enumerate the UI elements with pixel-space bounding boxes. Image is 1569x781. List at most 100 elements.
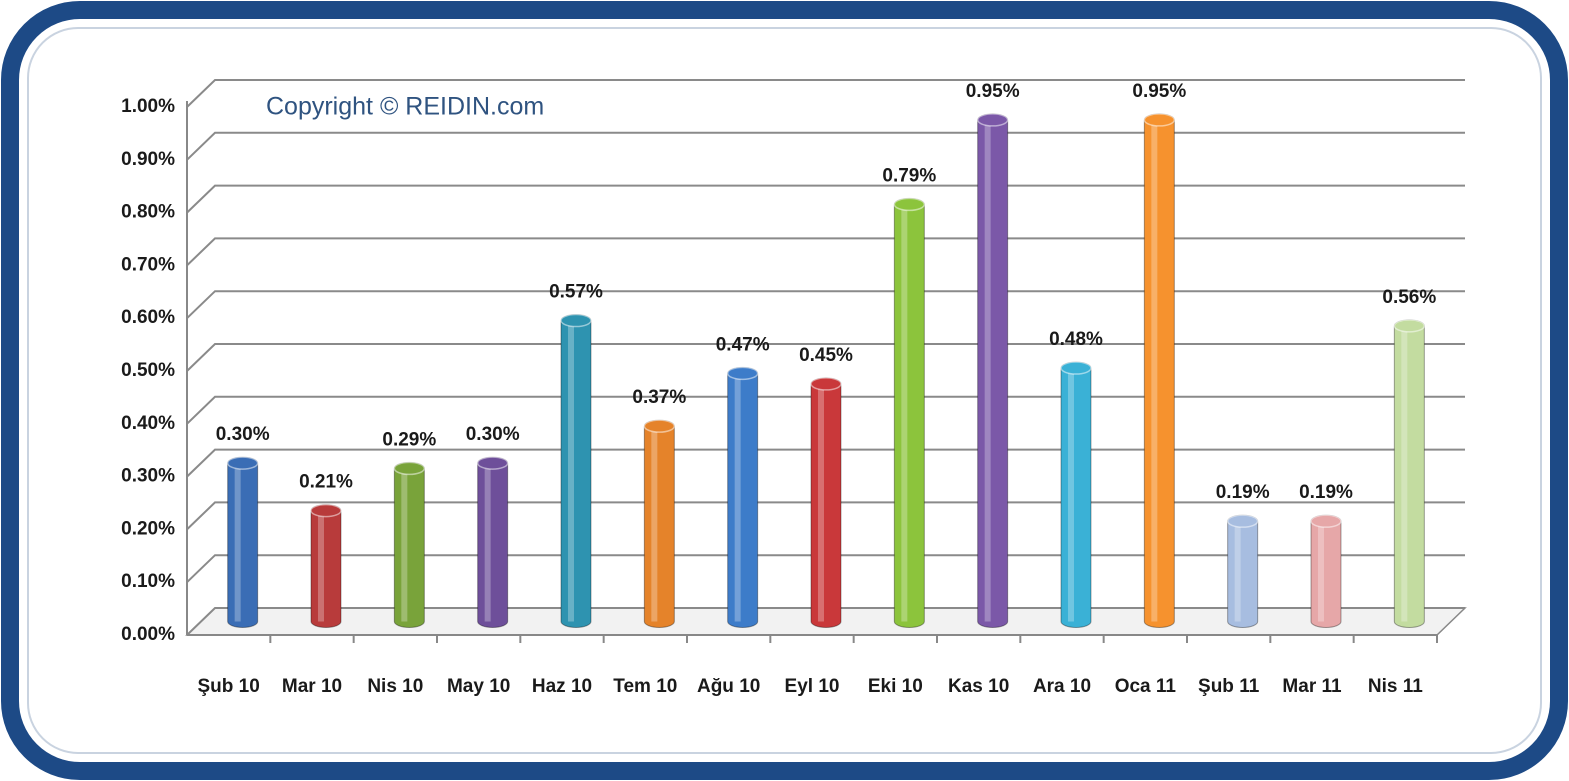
value-label: 0.30% [466, 424, 520, 445]
value-label: 0.19% [1299, 482, 1353, 503]
bar-highlight [1234, 521, 1241, 622]
bar-top [1060, 361, 1092, 375]
bar [1227, 514, 1259, 628]
value-label: 0.48% [1049, 329, 1103, 350]
bar-highlight [1401, 325, 1408, 622]
bar-highlight [234, 463, 241, 622]
y-tick-label: 0.30% [121, 466, 175, 487]
value-label: 0.37% [632, 387, 686, 408]
grid-line [186, 395, 1465, 425]
bar-top [560, 313, 592, 328]
bar [1143, 113, 1175, 628]
annotation-bg [238, 86, 590, 128]
x-tick-label: Oca 11 [1115, 676, 1177, 697]
bar-highlight [1318, 521, 1324, 622]
annotation: Copyright © REIDIN.com [266, 93, 544, 121]
bar-top [643, 419, 676, 433]
grid-line [186, 343, 1465, 372]
grid-line [186, 554, 1465, 583]
value-label: 0.57% [549, 282, 603, 303]
x-tick-label: Nis 10 [367, 676, 423, 697]
bar [643, 419, 675, 628]
x-tick-label: Mar 11 [1282, 676, 1342, 697]
bar-highlight [401, 468, 408, 622]
bar-highlight [901, 204, 908, 622]
grid-line [186, 237, 1465, 267]
x-tick-label: Kas 10 [948, 676, 1009, 697]
y-tick-label: 0.10% [121, 571, 175, 592]
y-tick-label: 0.80% [121, 202, 175, 223]
value-label: 0.19% [1216, 482, 1270, 503]
x-tick-label: Ağu 10 [697, 676, 760, 697]
bar [1393, 319, 1425, 628]
bar-top [1226, 514, 1259, 528]
y-tick-label: 0.60% [121, 307, 175, 328]
y-tick-label: 0.20% [121, 518, 175, 539]
bar [1060, 361, 1092, 628]
bar [477, 456, 509, 628]
x-tick-label: Şub 11 [1198, 676, 1260, 697]
x-tick-label: Şub 10 [198, 676, 260, 697]
grid-line [186, 184, 1465, 214]
bar-highlight [484, 463, 491, 622]
bar-top [393, 461, 426, 476]
value-label: 0.47% [716, 334, 770, 355]
bar-top [1143, 113, 1176, 127]
bar [227, 456, 259, 628]
x-tick-label: Mar 10 [282, 676, 342, 697]
bar-top [893, 197, 926, 212]
value-label: 0.95% [966, 81, 1020, 102]
bar [810, 377, 842, 628]
y-tick-label: 0.90% [121, 149, 175, 170]
bar-top [310, 503, 342, 518]
bar-top [226, 456, 259, 470]
grid-line [186, 290, 1465, 319]
x-tick-label: Eki 10 [868, 676, 923, 697]
value-label: 0.95% [1132, 81, 1186, 102]
y-tick-label: 0.70% [121, 254, 175, 275]
y-tick-label: 0.00% [121, 624, 175, 645]
bar [727, 366, 759, 628]
x-tick-label: Ara 10 [1033, 676, 1091, 697]
value-label: 0.45% [799, 345, 853, 366]
bar-top [726, 366, 759, 381]
y-tick-label: 0.50% [121, 360, 175, 381]
value-label: 0.21% [299, 472, 353, 493]
bar-highlight [818, 383, 824, 622]
bar-top [976, 113, 1009, 127]
inner-frame [27, 27, 1542, 754]
grid-line [186, 131, 1465, 161]
y-tick-label: 0.40% [121, 413, 175, 434]
plot: Şub 10 0.30% Mar 10 0.21% Nis 10 0.29% May 10 0… [198, 81, 1437, 697]
bar [560, 314, 592, 628]
value-label: 0.29% [382, 429, 436, 450]
bar-top [1393, 319, 1426, 333]
bar-top [1310, 514, 1342, 528]
x-tick-label: May 10 [447, 676, 510, 697]
grid-line [186, 607, 1465, 636]
bar-highlight [651, 426, 658, 622]
x-tick-label: Nis 11 [1368, 676, 1423, 697]
bar-highlight [1151, 119, 1158, 622]
bar [310, 504, 342, 628]
bar-highlight [568, 320, 574, 622]
bar-highlight [734, 373, 741, 622]
grid-line [186, 448, 1465, 478]
value-label: 0.56% [1382, 287, 1436, 308]
x-tick-label: Eyl 10 [785, 676, 840, 697]
bar [1310, 514, 1342, 628]
grid-line [186, 501, 1465, 531]
x-tick-label: Tem 10 [613, 676, 677, 697]
bar-highlight [1068, 368, 1074, 622]
bar-top [476, 456, 509, 470]
y-tick-label: 1.00% [121, 96, 175, 117]
value-label: 0.79% [882, 165, 936, 186]
bar-highlight [318, 510, 324, 622]
value-label: 0.30% [216, 424, 270, 445]
bar [977, 113, 1009, 628]
x-tick-label: Haz 10 [532, 676, 592, 697]
grid-line [186, 79, 1465, 108]
bar-highlight [984, 119, 991, 622]
